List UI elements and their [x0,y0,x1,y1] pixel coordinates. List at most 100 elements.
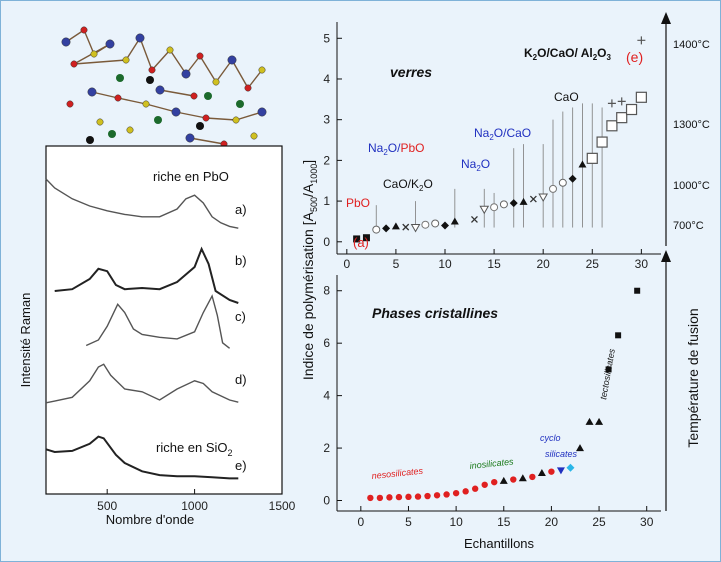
molecule-cation [108,130,116,138]
label-a: (a) [353,235,369,250]
molecule-atom [155,85,165,95]
tecto-point [615,332,622,339]
bottom-x-tick-label: 5 [405,515,412,529]
glasses-chart: 0 1 2 3 4 5 0 5 10 15 20 25 30 verres PbO (a) (e) N… [323,22,661,271]
top-point [529,195,537,203]
neso-point [424,492,431,500]
neso-point [414,493,422,500]
ino-point [499,476,508,484]
ino-point [510,476,517,483]
cyclo-point [548,468,555,475]
molecule-bond [159,89,195,97]
neso-point [386,494,393,501]
molecule-atom [61,37,71,47]
top-x-tick-label: 30 [635,257,649,271]
top-point [402,223,410,231]
molecule-bond [83,29,95,55]
bottom-points [367,287,641,502]
top-point [490,203,499,212]
molecule-atom [257,107,267,117]
label-na2o-cao: Na2O/CaO [474,126,531,142]
top-point [617,97,626,106]
label-na2o: Na2O [461,157,490,173]
bottom-y-tick-label: 0 [323,494,330,508]
molecule-atom [196,52,204,60]
molecule-atom [258,66,266,74]
bottom-y-tick-label: 4 [323,389,330,403]
temperature-axis: 1400°C 1300°C 1000°C 700°C Température d… [661,12,710,511]
molecule-atom [166,46,174,54]
molecule-bond [169,49,187,75]
top-points [353,36,647,243]
raman-label-sio2: riche en SiO2 [156,440,233,458]
raman-panel: 500 1000 1500 riche en PbO riche en SiO2 a… [18,145,296,527]
tecto-point [634,287,641,294]
molecule-atom [122,56,130,64]
cyclo-point [566,463,575,472]
top-point [637,36,646,45]
ino-point [537,468,546,476]
label-inosilicates: inosilicates [469,456,514,471]
bottom-title: Phases cristallines [372,305,498,321]
raman-curve-label-c: c) [235,309,246,324]
molecule-atom [185,133,195,143]
molecule-bond [73,59,127,65]
molecule-atom [232,116,240,124]
molecule-bond [199,55,217,83]
bottom-x-tick-label: 15 [497,515,511,529]
raman-curve-c [85,294,231,349]
label-silicates: silicates [545,449,578,459]
molecule-bond [151,49,171,71]
molecule-bond [117,97,147,105]
molecule-bond [215,59,233,83]
neso-point [481,481,488,488]
top-y-tick-label: 1 [323,194,330,208]
top-point [625,103,638,116]
top-point [635,91,647,103]
neso-point [405,493,412,501]
molecule-cation [154,116,162,124]
top-point [586,152,598,164]
cyclo-point [556,467,565,475]
molecule-cation [86,136,94,144]
shared-y-label: Indice de polymérisation [A500/A1000] [300,160,319,380]
tri-point [576,444,584,452]
molecule-cation [116,74,124,82]
neso-point [462,488,469,495]
raman-label-pbo: riche en PbO [153,169,229,184]
raman-x-label: Nombre d'onde [106,512,194,527]
top-point [372,225,381,234]
label-cyclo: cyclo [540,433,561,443]
molecule-atom [212,78,220,86]
top-point [558,178,567,187]
top-x-tick-label: 20 [537,257,551,271]
molecule-atom [135,33,145,43]
molecule-atom [190,92,198,100]
molecule-atom [70,60,78,68]
raman-y-label: Intensité Raman [18,293,33,388]
neso-point [491,478,498,486]
top-point [353,235,361,243]
neso-point [367,494,374,502]
molecule-atom [148,66,156,74]
top-point [391,222,400,230]
raman-curve-label-b: b) [235,253,247,268]
top-point [410,224,421,233]
top-point [596,136,608,148]
top-point [616,112,628,124]
top-point [509,199,518,208]
molecule-atom [126,126,134,134]
raman-x-ticks: 500 1000 1500 [97,489,296,513]
top-point [499,200,508,209]
raman-curve-d [45,363,239,404]
top-x-tick-label: 25 [586,257,600,271]
neso-point [376,494,384,502]
top-point [421,220,430,229]
top-point [431,219,440,228]
temp-1000: 1000°C [673,180,710,192]
label-nesosilicates: nesosilicates [371,466,424,481]
temperature-bottom-arrow-icon [661,250,671,262]
label-e: (e) [626,49,643,65]
raman-curve-label-d: d) [235,372,247,387]
